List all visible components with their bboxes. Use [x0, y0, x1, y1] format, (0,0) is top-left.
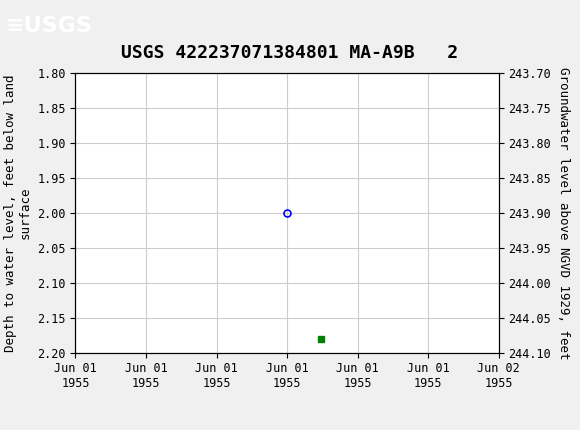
Text: ≡USGS: ≡USGS [6, 16, 93, 36]
Y-axis label: Groundwater level above NGVD 1929, feet: Groundwater level above NGVD 1929, feet [557, 67, 570, 359]
Y-axis label: Depth to water level, feet below land
surface: Depth to water level, feet below land su… [3, 74, 32, 352]
Text: USGS 422237071384801 MA-A9B   2: USGS 422237071384801 MA-A9B 2 [121, 44, 459, 62]
